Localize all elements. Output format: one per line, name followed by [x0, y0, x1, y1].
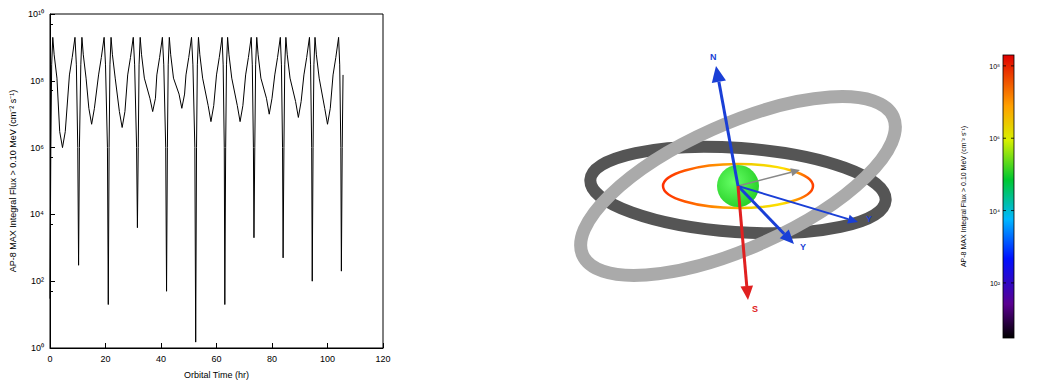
svg-text:10²: 10² [990, 280, 1001, 287]
svg-text:Y: Y [800, 242, 806, 252]
svg-text:S: S [752, 304, 758, 314]
svg-text:10⁶: 10⁶ [30, 143, 44, 153]
svg-text:60: 60 [211, 354, 221, 364]
svg-text:N: N [710, 52, 717, 62]
svg-text:10⁰: 10⁰ [31, 343, 44, 353]
svg-text:10¹⁰: 10¹⁰ [28, 9, 44, 19]
svg-text:Y: Y [866, 214, 872, 224]
svg-text:20: 20 [100, 354, 110, 364]
svg-text:80: 80 [267, 354, 277, 364]
svg-text:40: 40 [156, 354, 166, 364]
svg-text:10⁶: 10⁶ [989, 135, 1000, 142]
svg-text:10⁴: 10⁴ [989, 208, 1000, 215]
svg-text:Orbital Time (hr): Orbital Time (hr) [184, 370, 249, 380]
svg-text:10⁸: 10⁸ [30, 76, 44, 86]
svg-text:10²: 10² [31, 276, 44, 286]
svg-text:120: 120 [375, 354, 390, 364]
svg-text:10⁸: 10⁸ [989, 63, 1000, 70]
svg-text:AP-8 MAX Integral Flux > 0.10: AP-8 MAX Integral Flux > 0.10 MeV (cm⁻² … [960, 126, 968, 267]
svg-text:100: 100 [320, 354, 335, 364]
svg-text:0: 0 [47, 354, 52, 364]
svg-text:AP-8 MAX Integral Flux > 0.10: AP-8 MAX Integral Flux > 0.10 MeV (cm⁻² … [8, 90, 18, 272]
svg-text:10⁴: 10⁴ [30, 209, 44, 219]
